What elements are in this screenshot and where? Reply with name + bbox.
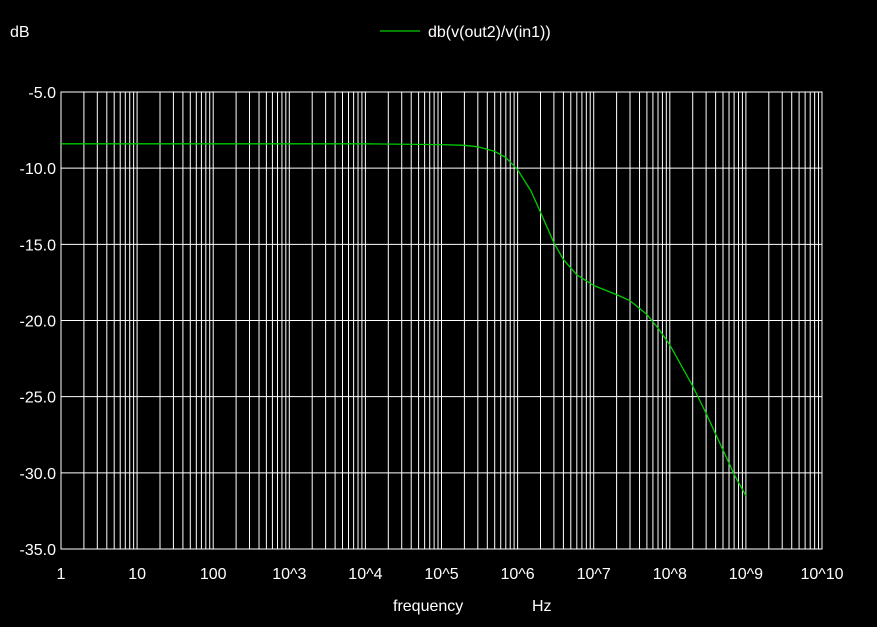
x-tick-label: 10^7	[577, 566, 611, 583]
plot-frame	[60, 91, 823, 550]
legend: db(v(out2)/v(in1))	[380, 24, 551, 41]
x-tick-label: 10^6	[500, 566, 534, 583]
x-tick-label: 10^10	[800, 566, 843, 583]
y-tick-label: -10.0	[20, 161, 57, 178]
y-tick-label: -20.0	[20, 314, 57, 331]
x-tick-label: 10^4	[348, 566, 382, 583]
y-axis-label: dB	[10, 24, 30, 41]
x-tick-label: 10^3	[272, 566, 306, 583]
x-tick-label: 10^5	[424, 566, 458, 583]
series-layer	[61, 143, 747, 497]
y-tick-label: -30.0	[20, 466, 57, 483]
y-tick-label: -5.0	[28, 85, 56, 102]
y-tick-labels: -5.0 -10.0 -15.0 -20.0 -25.0 -30.0 -35.0	[20, 85, 57, 559]
grid	[60, 91, 822, 550]
x-axis-unit: Hz	[532, 598, 552, 615]
x-tick-labels: 1 10 100 10^3 10^4 10^5 10^6 10^7 10^8 10^9 10^10	[57, 566, 844, 583]
x-tick-label: 1	[57, 566, 66, 583]
x-tick-label: 10^8	[653, 566, 687, 583]
y-tick-label: -35.0	[20, 542, 57, 559]
series-line	[61, 143, 747, 497]
x-axis-label: frequency	[393, 598, 463, 615]
legend-entry: db(v(out2)/v(in1))	[428, 24, 551, 41]
y-tick-label: -25.0	[20, 390, 57, 407]
y-tick-label: -15.0	[20, 237, 57, 254]
x-tick-label: 10^9	[729, 566, 763, 583]
x-tick-label: 100	[200, 566, 227, 583]
x-tick-label: 10	[128, 566, 146, 583]
